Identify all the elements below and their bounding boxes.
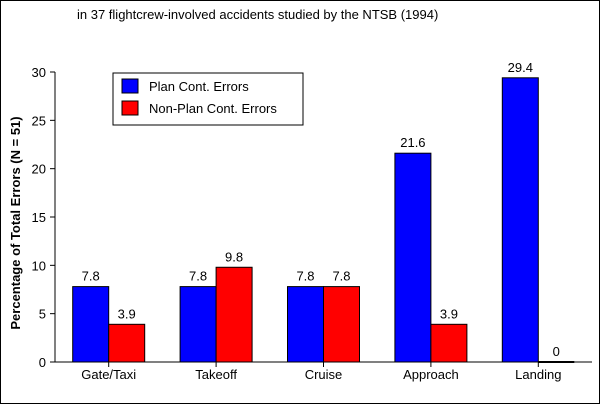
x-tick-label: Approach [403,367,459,382]
x-tick-label: Gate/Taxi [81,367,136,382]
chart-title: in 37 flightcrew-involved accidents stud… [77,7,439,22]
bar-non-plan [215,266,253,363]
bar-plan [501,77,539,363]
y-tick-label: 0 [39,355,46,370]
x-tick-label: Landing [515,367,561,382]
data-label: 0 [553,344,560,359]
y-axis-title: Percentage of Total Errors (N = 51) [8,116,23,329]
legend-swatch [121,100,139,116]
data-label: 9.8 [225,249,243,264]
bar-plan [72,286,110,363]
legend-swatch [121,78,139,94]
legend-label: Plan Cont. Errors [149,79,249,94]
y-tick-label: 25 [32,113,46,128]
data-label: 7.8 [189,269,207,284]
x-tick-label: Cruise [305,367,343,382]
y-tick-label: 30 [32,65,46,80]
data-label: 21.6 [400,135,425,150]
bar-non-plan [108,323,146,363]
bar-non-plan [323,286,360,363]
data-label: 7.8 [296,269,314,284]
data-label: 7.8 [332,269,350,284]
y-tick-label: 5 [39,307,46,322]
bar-plan [394,152,432,363]
y-tick-label: 10 [32,258,46,273]
bar-non-plan [430,323,468,363]
legend-box [112,72,304,126]
data-label: 3.9 [118,306,136,321]
y-tick-label: 20 [32,162,46,177]
data-label: 3.9 [440,306,458,321]
data-label: 7.8 [82,269,100,284]
bar-plan [287,286,324,363]
legend-label: Non-Plan Cont. Errors [149,101,277,116]
x-tick-label: Takeoff [195,367,237,382]
data-label: 29.4 [508,60,533,75]
bar-plan [179,286,217,363]
y-tick-label: 15 [32,210,46,225]
